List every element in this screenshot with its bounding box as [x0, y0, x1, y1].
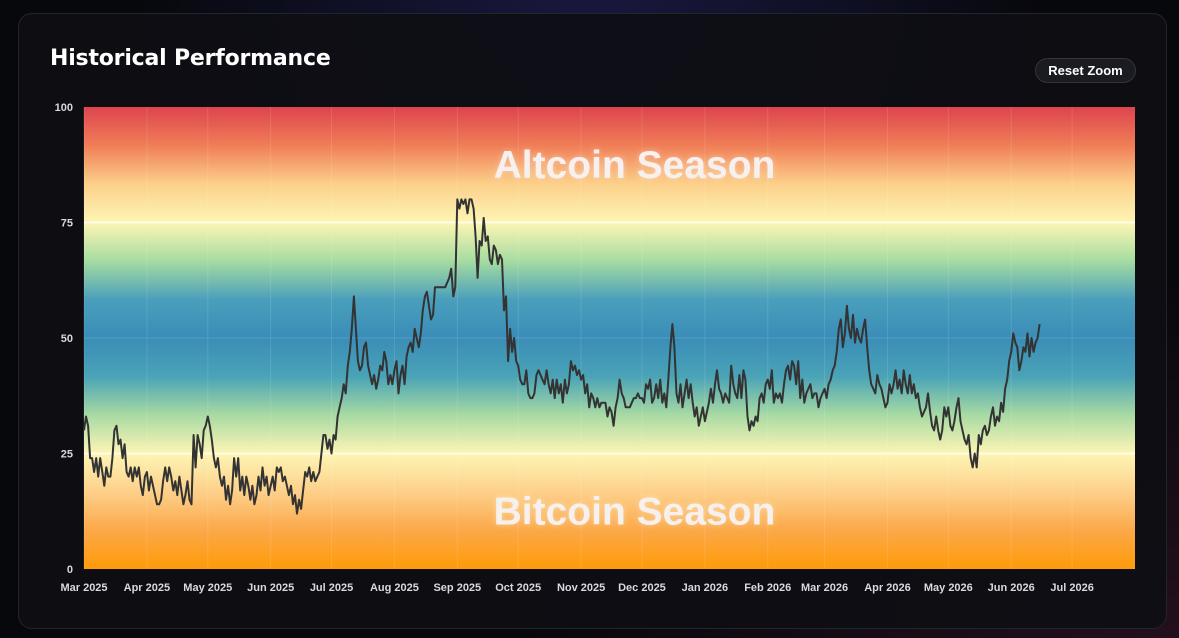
- x-axis: Mar 2025 Apr 2025 May 2025 Jun 2025 Jul 2025…: [60, 582, 1093, 594]
- x-tick-label: May 2025: [183, 582, 232, 594]
- reset-zoom-button[interactable]: Reset Zoom: [1035, 58, 1136, 83]
- horizontal-gridlines: [84, 221, 1135, 455]
- x-tick-label: Dec 2025: [618, 582, 666, 594]
- x-tick-label: Mar 2026: [801, 582, 848, 594]
- vertical-gridlines: [83, 107, 1073, 569]
- x-tick-label: Nov 2025: [557, 582, 605, 594]
- x-tick-label: Feb 2026: [744, 582, 791, 594]
- altcoin-season-label: Altcoin Season: [494, 144, 776, 187]
- y-tick-label: 75: [61, 218, 73, 230]
- x-tick-label: Mar 2025: [60, 582, 107, 594]
- x-tick-label: Jun 2026: [988, 582, 1035, 594]
- x-tick-label: Jan 2026: [682, 582, 728, 594]
- x-tick-label: Sep 2025: [433, 582, 481, 594]
- x-tick-label: May 2026: [924, 582, 973, 594]
- plot-background: [84, 107, 1135, 569]
- x-tick-label: Oct 2025: [495, 582, 541, 594]
- index-series-line[interactable]: [83, 198, 1041, 515]
- x-tick-label: Jul 2025: [310, 582, 353, 594]
- y-tick-label: 25: [61, 449, 73, 461]
- y-tick-label: 100: [55, 102, 73, 114]
- x-tick-label: Jun 2025: [247, 582, 294, 594]
- y-axis: 0 25 50 75 100: [55, 102, 73, 576]
- y-tick-label: 50: [61, 333, 73, 345]
- bitcoin-season-label: Bitcoin Season: [494, 490, 776, 533]
- x-tick-label: Apr 2025: [124, 582, 170, 594]
- y-tick-label: 0: [67, 564, 73, 576]
- page-title: Historical Performance: [50, 46, 331, 71]
- x-tick-label: Aug 2025: [370, 582, 419, 594]
- x-tick-label: Apr 2026: [864, 582, 910, 594]
- x-tick-label: Jul 2026: [1050, 582, 1093, 594]
